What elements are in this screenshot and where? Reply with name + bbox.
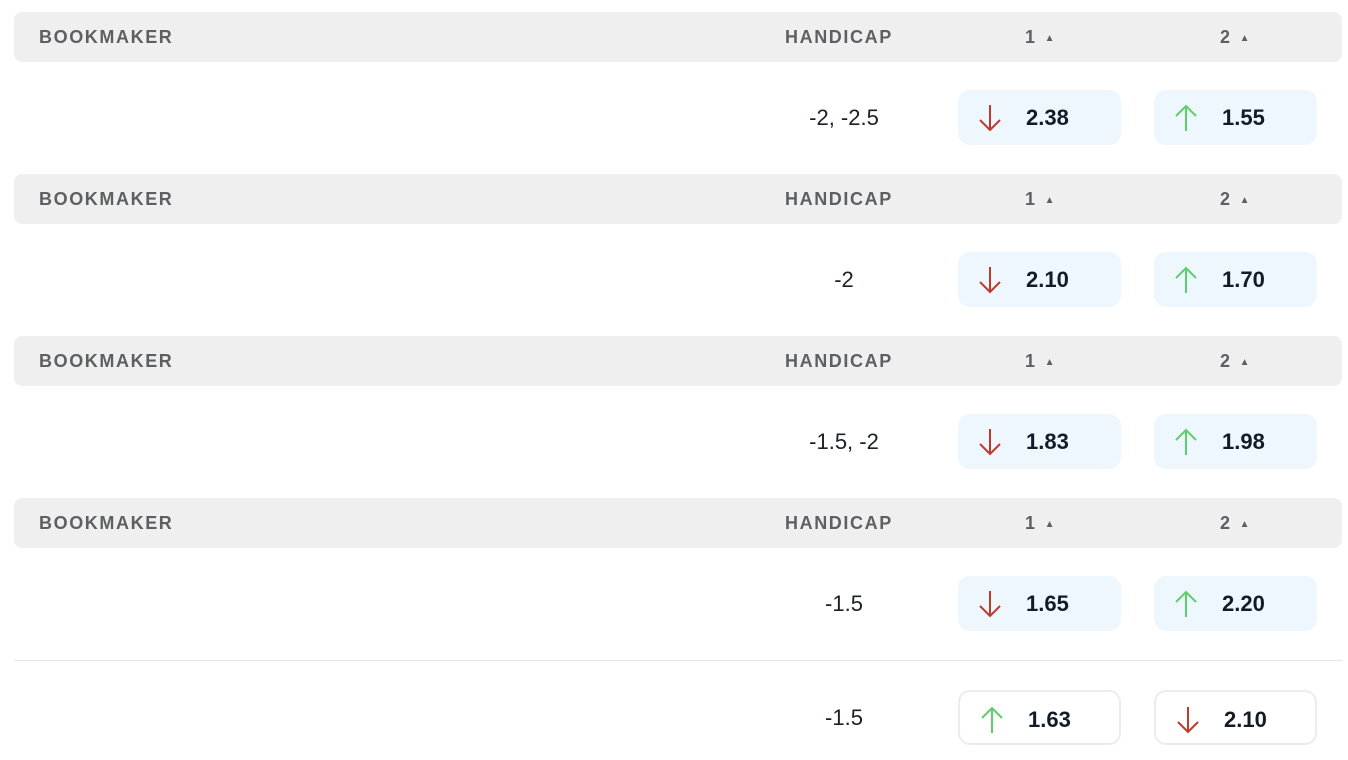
sort-up-icon: ▲ (1044, 357, 1055, 368)
odds-button[interactable]: 1.70 (1154, 252, 1317, 307)
odds-button[interactable]: 1.55 (1154, 90, 1317, 145)
column-1-sort[interactable]: 1 ▲ (1025, 189, 1055, 210)
odds-value: 1.70 (1222, 267, 1265, 292)
column-2-sort[interactable]: 2 ▲ (1220, 351, 1250, 372)
handicap-value: -1.5, -2 (809, 429, 879, 454)
odds-value: 1.55 (1222, 105, 1265, 130)
sort-up-icon: ▲ (1239, 519, 1250, 530)
column-handicap[interactable]: HANDICAP (785, 27, 893, 47)
column-1-label: 1 (1025, 351, 1037, 371)
odds-button[interactable]: 2.20 (1154, 576, 1317, 631)
sort-up-icon: ▲ (1044, 33, 1055, 44)
column-handicap[interactable]: HANDICAP (785, 189, 893, 209)
table-row: -2, -2.5 2.38 1.55 (14, 62, 1342, 174)
arrow-down-icon (979, 429, 1001, 456)
odds-value: 1.65 (1026, 591, 1069, 616)
column-1-sort[interactable]: 1 ▲ (1025, 351, 1055, 372)
table-row: -2 2.10 1.70 (14, 224, 1342, 336)
column-handicap[interactable]: HANDICAP (785, 351, 893, 371)
arrow-up-icon (981, 706, 1003, 733)
column-2-label: 2 (1220, 189, 1232, 209)
table-header: BOOKMAKER HANDICAP 1 ▲ 2 ▲ (14, 498, 1342, 548)
odds-value: 2.38 (1026, 105, 1069, 130)
sort-up-icon: ▲ (1239, 33, 1250, 44)
table-header: BOOKMAKER HANDICAP 1 ▲ 2 ▲ (14, 336, 1342, 386)
column-2-label: 2 (1220, 27, 1232, 47)
odds-value: 2.10 (1224, 707, 1267, 732)
column-1-label: 1 (1025, 189, 1037, 209)
odds-button[interactable]: 2.10 (1154, 690, 1317, 745)
odds-value: 1.83 (1026, 429, 1069, 454)
odds-button[interactable]: 2.10 (958, 252, 1121, 307)
column-bookmaker[interactable]: BOOKMAKER (39, 513, 174, 533)
column-2-sort[interactable]: 2 ▲ (1220, 513, 1250, 534)
sort-up-icon: ▲ (1044, 519, 1055, 530)
sort-up-icon: ▲ (1044, 195, 1055, 206)
odds-button[interactable]: 1.63 (958, 690, 1121, 745)
handicap-value: -1.5 (825, 705, 863, 730)
column-bookmaker[interactable]: BOOKMAKER (39, 189, 174, 209)
sort-up-icon: ▲ (1239, 195, 1250, 206)
arrow-down-icon (1177, 707, 1199, 734)
handicap-value: -2, -2.5 (809, 105, 879, 130)
column-2-sort[interactable]: 2 ▲ (1220, 27, 1250, 48)
odds-value: 2.20 (1222, 591, 1265, 616)
arrow-down-icon (979, 105, 1001, 132)
column-bookmaker[interactable]: BOOKMAKER (39, 27, 174, 47)
odds-button[interactable]: 2.38 (958, 90, 1121, 145)
table-row: -1.5 1.63 2.10 (14, 661, 1342, 759)
table-row: -1.5 1.65 2.20 (14, 548, 1342, 660)
odds-value: 1.98 (1222, 429, 1265, 454)
odds-button[interactable]: 1.65 (958, 576, 1121, 631)
arrow-up-icon (1175, 590, 1197, 617)
table-header: BOOKMAKER HANDICAP 1 ▲ 2 ▲ (14, 12, 1342, 62)
table-header: BOOKMAKER HANDICAP 1 ▲ 2 ▲ (14, 174, 1342, 224)
column-1-sort[interactable]: 1 ▲ (1025, 513, 1055, 534)
arrow-down-icon (979, 591, 1001, 618)
odds-table: BOOKMAKER HANDICAP 1 ▲ 2 ▲ -2, -2.5 2.38 1.55 BOO… (14, 12, 1342, 759)
arrow-up-icon (1175, 266, 1197, 293)
odds-button[interactable]: 1.98 (1154, 414, 1317, 469)
column-1-label: 1 (1025, 513, 1037, 533)
column-2-label: 2 (1220, 513, 1232, 533)
column-bookmaker[interactable]: BOOKMAKER (39, 351, 174, 371)
column-handicap[interactable]: HANDICAP (785, 513, 893, 533)
handicap-value: -2 (834, 267, 854, 292)
column-2-label: 2 (1220, 351, 1232, 371)
column-1-label: 1 (1025, 27, 1037, 47)
table-row: -1.5, -2 1.83 1.98 (14, 386, 1342, 498)
handicap-value: -1.5 (825, 591, 863, 616)
divider (14, 660, 1342, 661)
arrow-down-icon (979, 267, 1001, 294)
sort-up-icon: ▲ (1239, 357, 1250, 368)
column-2-sort[interactable]: 2 ▲ (1220, 189, 1250, 210)
arrow-up-icon (1175, 428, 1197, 455)
odds-value: 2.10 (1026, 267, 1069, 292)
odds-button[interactable]: 1.83 (958, 414, 1121, 469)
odds-value: 1.63 (1028, 707, 1071, 732)
arrow-up-icon (1175, 104, 1197, 131)
column-1-sort[interactable]: 1 ▲ (1025, 27, 1055, 48)
